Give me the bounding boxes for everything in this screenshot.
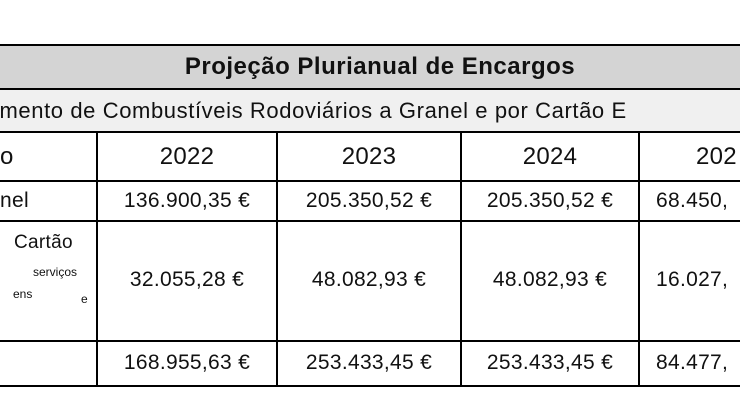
- table-cell: 253.433,45 €: [305, 351, 433, 374]
- table-cell: 168.955,63 €: [123, 351, 251, 374]
- table-cell: 68.450,: [656, 189, 729, 212]
- header-year-2022: 2022: [159, 143, 215, 170]
- table-rule: [0, 88, 740, 90]
- column-divider: [460, 131, 462, 387]
- table-cell: 136.900,35 €: [123, 189, 251, 212]
- header-year-2023: 2023: [341, 143, 397, 170]
- row-label-granel: nel: [0, 189, 29, 212]
- table-subtitle: imento de Combustíveis Rodoviários a Gra…: [0, 98, 627, 123]
- table-rule: [0, 220, 740, 222]
- header-label: o: [0, 143, 14, 170]
- column-divider: [276, 131, 278, 387]
- table-title: Projeção Plurianual de Encargos: [184, 53, 576, 80]
- table-rule: [0, 180, 740, 182]
- table-border-bottom: [0, 385, 740, 387]
- column-divider: [96, 131, 98, 387]
- table-cell: 205.350,52 €: [305, 189, 433, 212]
- title-band: [0, 45, 740, 89]
- header-year-2024: 2024: [522, 143, 578, 170]
- subtitle-band: [0, 89, 740, 132]
- table-rule: [0, 131, 740, 133]
- table-cell: 205.350,52 €: [486, 189, 614, 212]
- table-border-top: [0, 44, 740, 46]
- table-cell: 48.082,93 €: [311, 268, 427, 291]
- row-label-bens: ens: [13, 287, 33, 301]
- table-cell: 16.027,: [656, 268, 729, 291]
- row-label-e: e: [81, 292, 88, 306]
- column-divider: [638, 131, 640, 387]
- row-label-servicos: serviços: [33, 265, 78, 279]
- table-cell: 32.055,28 €: [129, 268, 245, 291]
- table-rule: [0, 340, 740, 342]
- table-cell: 48.082,93 €: [492, 268, 608, 291]
- header-year-2025: 202: [696, 143, 737, 170]
- table-cell: 253.433,45 €: [486, 351, 614, 374]
- table-cell: 84.477,: [656, 351, 729, 374]
- row-label-cartao: Cartão: [14, 232, 73, 253]
